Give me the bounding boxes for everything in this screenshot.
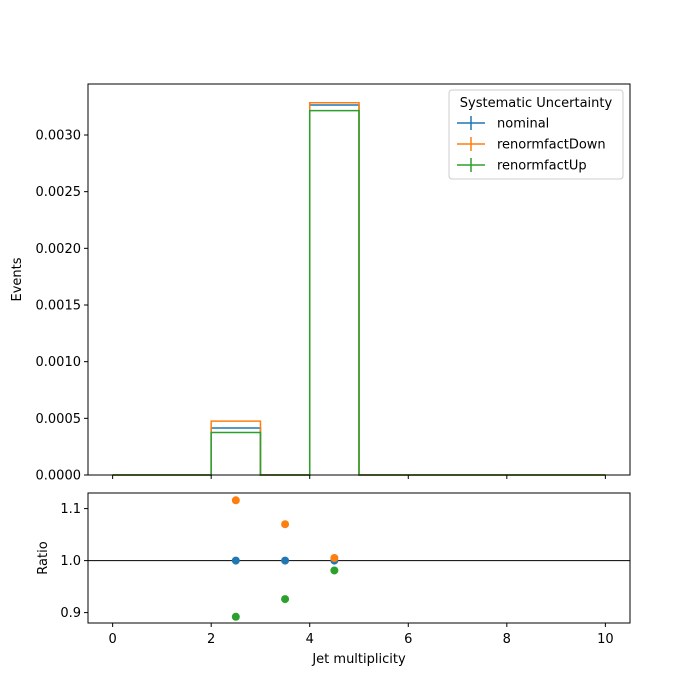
ratio-panel: 0.9 1.0 1.1 0 2 4 6 8 10 Jet multiplicity Ratio	[36, 492, 631, 667]
legend-entry-renormfactDown: renormfactDown	[457, 137, 606, 153]
main-y-tick-label: 0.0030	[36, 129, 82, 144]
legend-label: nominal	[497, 117, 549, 132]
ratio-point-renormfactUp	[281, 595, 290, 604]
main-y-axis-label: Events	[10, 257, 25, 301]
legend-entry-renormfactUp: renormfactUp	[457, 158, 587, 174]
main-y-tick-label: 0.0015	[36, 299, 82, 314]
legend-entry-nominal: nominal	[457, 116, 549, 132]
ratio-y-tick-label: 0.9	[60, 606, 81, 621]
legend-box	[448, 89, 624, 180]
main-y-tick-label: 0.0000	[36, 469, 82, 484]
ratio-point-renormfactUp	[231, 612, 240, 621]
ratio-y-tick-label: 1.0	[60, 554, 81, 569]
ratio-point-renormfactDown	[281, 520, 290, 529]
ratio-y-axis-label: Ratio	[36, 541, 51, 574]
x-axis-label: Jet multiplicity	[311, 652, 406, 667]
main-y-tick-label: 0.0020	[36, 242, 82, 257]
legend-label: renormfactUp	[497, 159, 587, 174]
ratio-y-tick-label: 1.1	[60, 502, 81, 517]
ratio-point-renormfactDown	[330, 554, 339, 562]
ratio-x-tick-label: 2	[207, 632, 215, 647]
ratio-x-tick-label: 8	[503, 632, 511, 647]
ratio-x-tick-label: 4	[306, 632, 314, 647]
main-axes-frame	[87, 83, 631, 476]
ratio-point-renormfactUp	[330, 566, 339, 575]
legend-title: Systematic Uncertainty	[460, 96, 613, 111]
ratio-x-tick-label: 0	[108, 632, 116, 647]
ratio-axes-frame	[87, 492, 631, 624]
main-y-tick-label: 0.0025	[36, 185, 82, 200]
legend-label: renormfactDown	[497, 138, 606, 153]
ratio-x-tick-label: 6	[404, 632, 412, 647]
main-y-tick-label: 0.0010	[36, 355, 82, 370]
ratio-point-nominal	[231, 556, 240, 565]
ratio-point-renormfactDown	[231, 496, 240, 505]
ratio-point-nominal	[281, 556, 290, 565]
main-y-tick-label: 0.0005	[36, 412, 82, 427]
main-histogram-panel: 0.0000 0.0005 0.0010 0.0015 0.0020 0.0025 0.00…	[10, 83, 631, 484]
ratio-x-tick-label: 10	[597, 632, 614, 647]
legend: Systematic Uncertainty nominal renormfactD…	[448, 89, 624, 180]
